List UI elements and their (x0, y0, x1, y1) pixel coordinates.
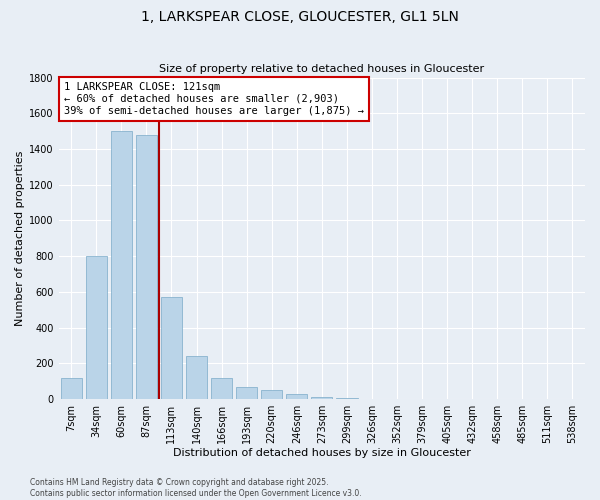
Bar (261, 390, 283, 399)
Bar (61, 378, 82, 399)
Text: 1 LARKSPEAR CLOSE: 121sqm
← 60% of detached houses are smaller (2,903)
39% of se: 1 LARKSPEAR CLOSE: 121sqm ← 60% of detac… (64, 82, 364, 116)
Bar (136, 134, 157, 399)
Title: Size of property relative to detached houses in Gloucester: Size of property relative to detached ho… (159, 64, 484, 74)
Bar (161, 298, 182, 399)
Bar (186, 356, 207, 399)
Bar (110, 131, 132, 399)
Bar (236, 386, 257, 399)
Text: Contains HM Land Registry data © Crown copyright and database right 2025.
Contai: Contains HM Land Registry data © Crown c… (30, 478, 362, 498)
Bar (311, 398, 332, 399)
Text: 1, LARKSPEAR CLOSE, GLOUCESTER, GL1 5LN: 1, LARKSPEAR CLOSE, GLOUCESTER, GL1 5LN (141, 10, 459, 24)
Bar (86, 256, 107, 399)
Bar (336, 398, 358, 399)
Bar (361, 398, 383, 399)
X-axis label: Distribution of detached houses by size in Gloucester: Distribution of detached houses by size … (173, 448, 471, 458)
Bar (286, 394, 307, 399)
Y-axis label: Number of detached properties: Number of detached properties (15, 150, 25, 326)
Bar (211, 378, 232, 399)
